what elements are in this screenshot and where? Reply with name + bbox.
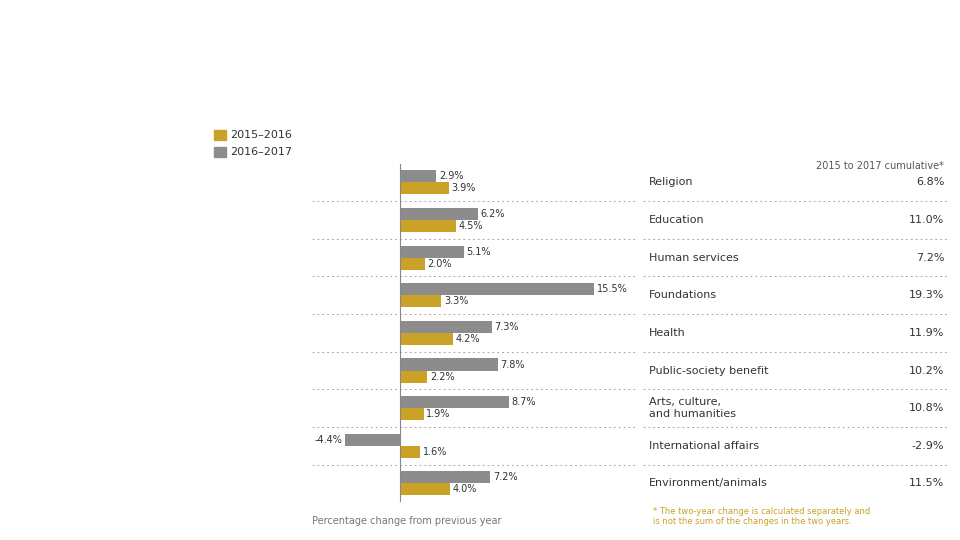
Text: Public-society benefit: Public-society benefit: [649, 366, 769, 375]
Text: 7.8%: 7.8%: [500, 360, 525, 369]
Text: 7.2%: 7.2%: [916, 253, 945, 262]
Text: 2015 to 2017 cumulative*: 2015 to 2017 cumulative*: [816, 160, 945, 171]
Text: Health: Health: [649, 328, 686, 338]
Text: 14: 14: [12, 131, 29, 144]
Bar: [400, 471, 491, 483]
Text: 2015–2016: 2015–2016: [230, 130, 292, 140]
Text: Environment/animals: Environment/animals: [649, 478, 768, 488]
Bar: [400, 408, 423, 420]
Text: Foundations: Foundations: [649, 291, 717, 300]
Text: 11.5%: 11.5%: [909, 478, 945, 488]
Bar: [400, 171, 436, 183]
Text: -2.9%: -2.9%: [912, 441, 945, 451]
Text: International affairs: International affairs: [649, 441, 759, 451]
Text: 1.6%: 1.6%: [422, 447, 446, 457]
Bar: [400, 183, 449, 194]
Bar: [400, 483, 450, 495]
Bar: [400, 295, 442, 307]
Text: 2.0%: 2.0%: [427, 259, 452, 269]
Bar: [345, 434, 400, 445]
Text: 4.2%: 4.2%: [455, 334, 480, 344]
Bar: [214, 146, 226, 157]
Text: 15.5%: 15.5%: [597, 284, 628, 294]
Bar: [400, 396, 509, 408]
Text: -4.4%: -4.4%: [314, 435, 342, 445]
Text: 11.0%: 11.0%: [909, 215, 945, 225]
Text: 3.9%: 3.9%: [451, 184, 476, 193]
Bar: [400, 359, 498, 370]
Text: 11.9%: 11.9%: [909, 328, 945, 338]
Text: 2016–2017: 2016–2017: [230, 147, 292, 157]
Text: 6.2%: 6.2%: [480, 209, 505, 219]
Text: 7.3%: 7.3%: [494, 322, 518, 332]
Text: 3.3%: 3.3%: [444, 296, 468, 306]
Bar: [400, 220, 456, 232]
Text: 5.1%: 5.1%: [467, 247, 491, 256]
Text: Religion: Religion: [649, 178, 694, 187]
Bar: [400, 333, 452, 345]
Text: Education: Education: [649, 215, 705, 225]
Bar: [400, 446, 420, 458]
Text: 19.3%: 19.3%: [909, 291, 945, 300]
Text: 4.0%: 4.0%: [452, 484, 477, 495]
Bar: [400, 246, 464, 258]
Text: 6.8%: 6.8%: [916, 178, 945, 187]
Text: * The two-year change is calculated separately and
is not the sum of the changes: * The two-year change is calculated sepa…: [653, 507, 870, 526]
Text: Percentage change from previous year: Percentage change from previous year: [312, 516, 501, 526]
Bar: [214, 130, 226, 140]
Text: Human services: Human services: [649, 253, 739, 262]
Bar: [400, 258, 425, 269]
Bar: [400, 370, 427, 382]
Text: 2.2%: 2.2%: [430, 372, 455, 382]
Text: 10.2%: 10.2%: [909, 366, 945, 375]
Bar: [400, 284, 594, 295]
Text: 10.8%: 10.8%: [909, 403, 945, 413]
Text: 2.9%: 2.9%: [439, 171, 464, 181]
Text: Changes in giving by type of recipient organization, 2015–2016,: Changes in giving by type of recipient o…: [17, 26, 653, 44]
Text: Arts, culture,
and humanities: Arts, culture, and humanities: [649, 397, 736, 419]
Bar: [400, 321, 492, 333]
Text: 1.9%: 1.9%: [426, 409, 450, 419]
Text: 8.7%: 8.7%: [512, 397, 536, 407]
Text: 2016–2017, and 2015–2017 (in current dollars): 2016–2017, and 2015–2017 (in current dol…: [17, 74, 485, 92]
Text: 7.2%: 7.2%: [492, 472, 517, 482]
Bar: [400, 208, 478, 220]
Text: 4.5%: 4.5%: [459, 221, 484, 231]
